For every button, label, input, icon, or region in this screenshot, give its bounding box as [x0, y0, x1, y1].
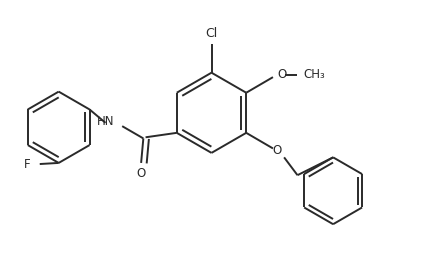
- Text: Cl: Cl: [206, 27, 217, 40]
- Text: HN: HN: [97, 115, 114, 128]
- Text: O: O: [137, 167, 146, 180]
- Text: CH₃: CH₃: [303, 68, 325, 81]
- Text: F: F: [24, 157, 31, 170]
- Text: O: O: [277, 68, 287, 81]
- Text: O: O: [273, 144, 282, 157]
